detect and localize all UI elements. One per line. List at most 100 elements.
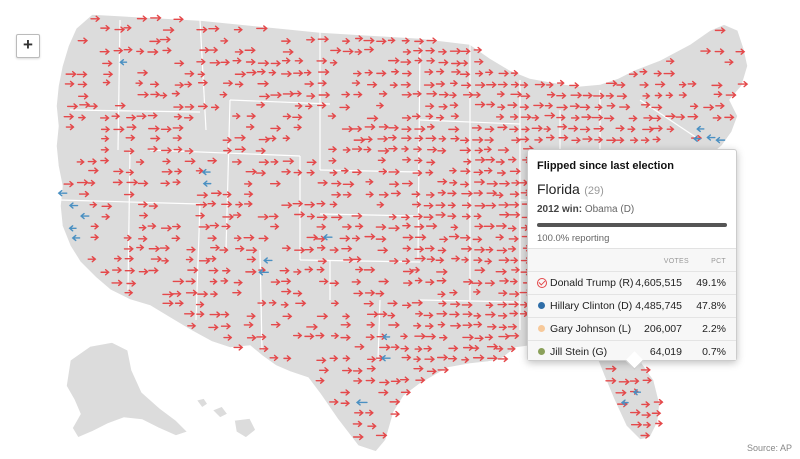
republican-shift-arrow-icon [136, 244, 145, 251]
republican-shift-arrow-icon [401, 91, 413, 98]
republican-shift-arrow-icon [582, 92, 593, 99]
republican-shift-arrow-icon [355, 266, 364, 273]
republican-shift-arrow-icon [222, 136, 232, 144]
republican-shift-arrow-icon [330, 332, 340, 340]
republican-shift-arrow-icon [426, 90, 438, 98]
zoom-in-button[interactable]: + [16, 34, 40, 58]
republican-shift-arrow-icon [508, 156, 517, 163]
democratic-shift-arrow-icon [202, 180, 212, 187]
republican-shift-arrow-icon [401, 125, 412, 133]
republican-shift-arrow-icon [150, 255, 162, 263]
republican-shift-arrow-icon [233, 235, 242, 242]
republican-shift-arrow-icon [366, 356, 377, 363]
alaska-shape[interactable] [65, 341, 190, 439]
republican-shift-arrow-icon [126, 280, 137, 287]
republican-shift-arrow-icon [137, 91, 150, 98]
republican-shift-arrow-icon [519, 81, 529, 89]
republican-shift-arrow-icon [459, 71, 471, 78]
republican-shift-arrow-icon [292, 332, 303, 339]
republican-shift-arrow-icon [293, 90, 302, 97]
republican-shift-arrow-icon [451, 255, 461, 262]
republican-shift-arrow-icon [329, 280, 340, 287]
republican-shift-arrow-icon [509, 168, 521, 175]
hawaii-shape[interactable] [194, 397, 257, 439]
republican-shift-arrow-icon [306, 159, 317, 166]
democratic-shift-arrow-icon [258, 269, 269, 276]
republican-shift-arrow-icon [232, 112, 241, 120]
republican-shift-arrow-icon [435, 257, 445, 264]
state-border-line [319, 169, 421, 173]
republican-shift-arrow-icon [328, 157, 337, 164]
republican-shift-arrow-icon [485, 156, 496, 163]
republican-shift-arrow-icon [425, 333, 437, 340]
republican-shift-arrow-icon [627, 125, 636, 133]
republican-shift-arrow-icon [497, 81, 509, 88]
republican-shift-arrow-icon [340, 321, 352, 329]
republican-shift-arrow-icon [520, 92, 531, 100]
republican-shift-arrow-icon [387, 37, 396, 44]
republican-shift-arrow-icon [351, 125, 363, 133]
republican-shift-arrow-icon [77, 37, 89, 44]
republican-shift-arrow-icon [342, 223, 353, 231]
republican-shift-arrow-icon [171, 90, 181, 97]
republican-shift-arrow-icon [474, 266, 486, 274]
republican-shift-arrow-icon [65, 70, 77, 78]
republican-shift-arrow-icon [376, 38, 387, 45]
republican-shift-arrow-icon [544, 102, 554, 109]
republican-shift-arrow-icon [281, 244, 292, 252]
republican-shift-arrow-icon [461, 213, 471, 220]
republican-shift-arrow-icon [63, 113, 75, 120]
republican-shift-arrow-icon [423, 81, 435, 89]
republican-shift-arrow-icon [364, 123, 376, 131]
republican-shift-arrow-icon [628, 115, 638, 122]
republican-shift-arrow-icon [147, 222, 157, 230]
republican-shift-arrow-icon [207, 46, 219, 54]
republican-shift-arrow-icon [449, 47, 462, 55]
state-border-line [225, 99, 231, 251]
republican-shift-arrow-icon [270, 91, 282, 99]
republican-shift-arrow-icon [123, 234, 132, 242]
republican-shift-arrow-icon [665, 58, 675, 65]
republican-shift-arrow-icon [196, 191, 209, 199]
republican-shift-arrow-icon [293, 124, 302, 131]
republican-shift-arrow-icon [148, 125, 160, 132]
republican-shift-arrow-icon [88, 167, 99, 174]
republican-shift-arrow-icon [351, 278, 362, 286]
republican-shift-arrow-icon [209, 59, 221, 67]
republican-shift-arrow-icon [89, 201, 98, 208]
republican-shift-arrow-icon [438, 135, 447, 142]
republican-shift-arrow-icon [556, 114, 566, 121]
republican-shift-arrow-icon [315, 332, 325, 339]
republican-shift-arrow-icon [304, 80, 315, 88]
republican-shift-arrow-icon [640, 101, 651, 109]
republican-shift-arrow-icon [341, 245, 353, 252]
republican-shift-arrow-icon [437, 291, 446, 298]
republican-shift-arrow-icon [390, 378, 401, 385]
republican-shift-arrow-icon [159, 244, 171, 252]
reporting-progress-fill [537, 223, 727, 227]
republican-shift-arrow-icon [267, 135, 277, 142]
republican-shift-arrow-icon [209, 222, 220, 229]
republican-shift-arrow-icon [79, 101, 91, 109]
democratic-shift-arrow-icon [632, 389, 642, 396]
republican-shift-arrow-icon [102, 79, 111, 86]
republican-shift-arrow-icon [377, 135, 389, 143]
candidate-name: Gary Johnson (L) [550, 323, 632, 335]
republican-shift-arrow-icon [387, 300, 398, 307]
party-color-dot-icon [538, 325, 545, 332]
republican-shift-arrow-icon [160, 180, 171, 187]
republican-shift-arrow-icon [399, 376, 410, 383]
republican-shift-arrow-icon [510, 257, 519, 264]
republican-shift-arrow-icon [366, 311, 379, 318]
republican-shift-arrow-icon [243, 200, 253, 208]
republican-shift-arrow-icon [294, 211, 306, 218]
republican-shift-arrow-icon [475, 70, 484, 77]
republican-shift-arrow-icon [413, 146, 423, 153]
candidate-votes: 4,605,515 [635, 277, 682, 289]
republican-shift-arrow-icon [471, 124, 483, 132]
republican-shift-arrow-icon [293, 70, 304, 77]
republican-shift-arrow-icon [148, 267, 159, 274]
republican-shift-arrow-icon [316, 244, 326, 252]
republican-shift-arrow-icon [592, 92, 605, 100]
